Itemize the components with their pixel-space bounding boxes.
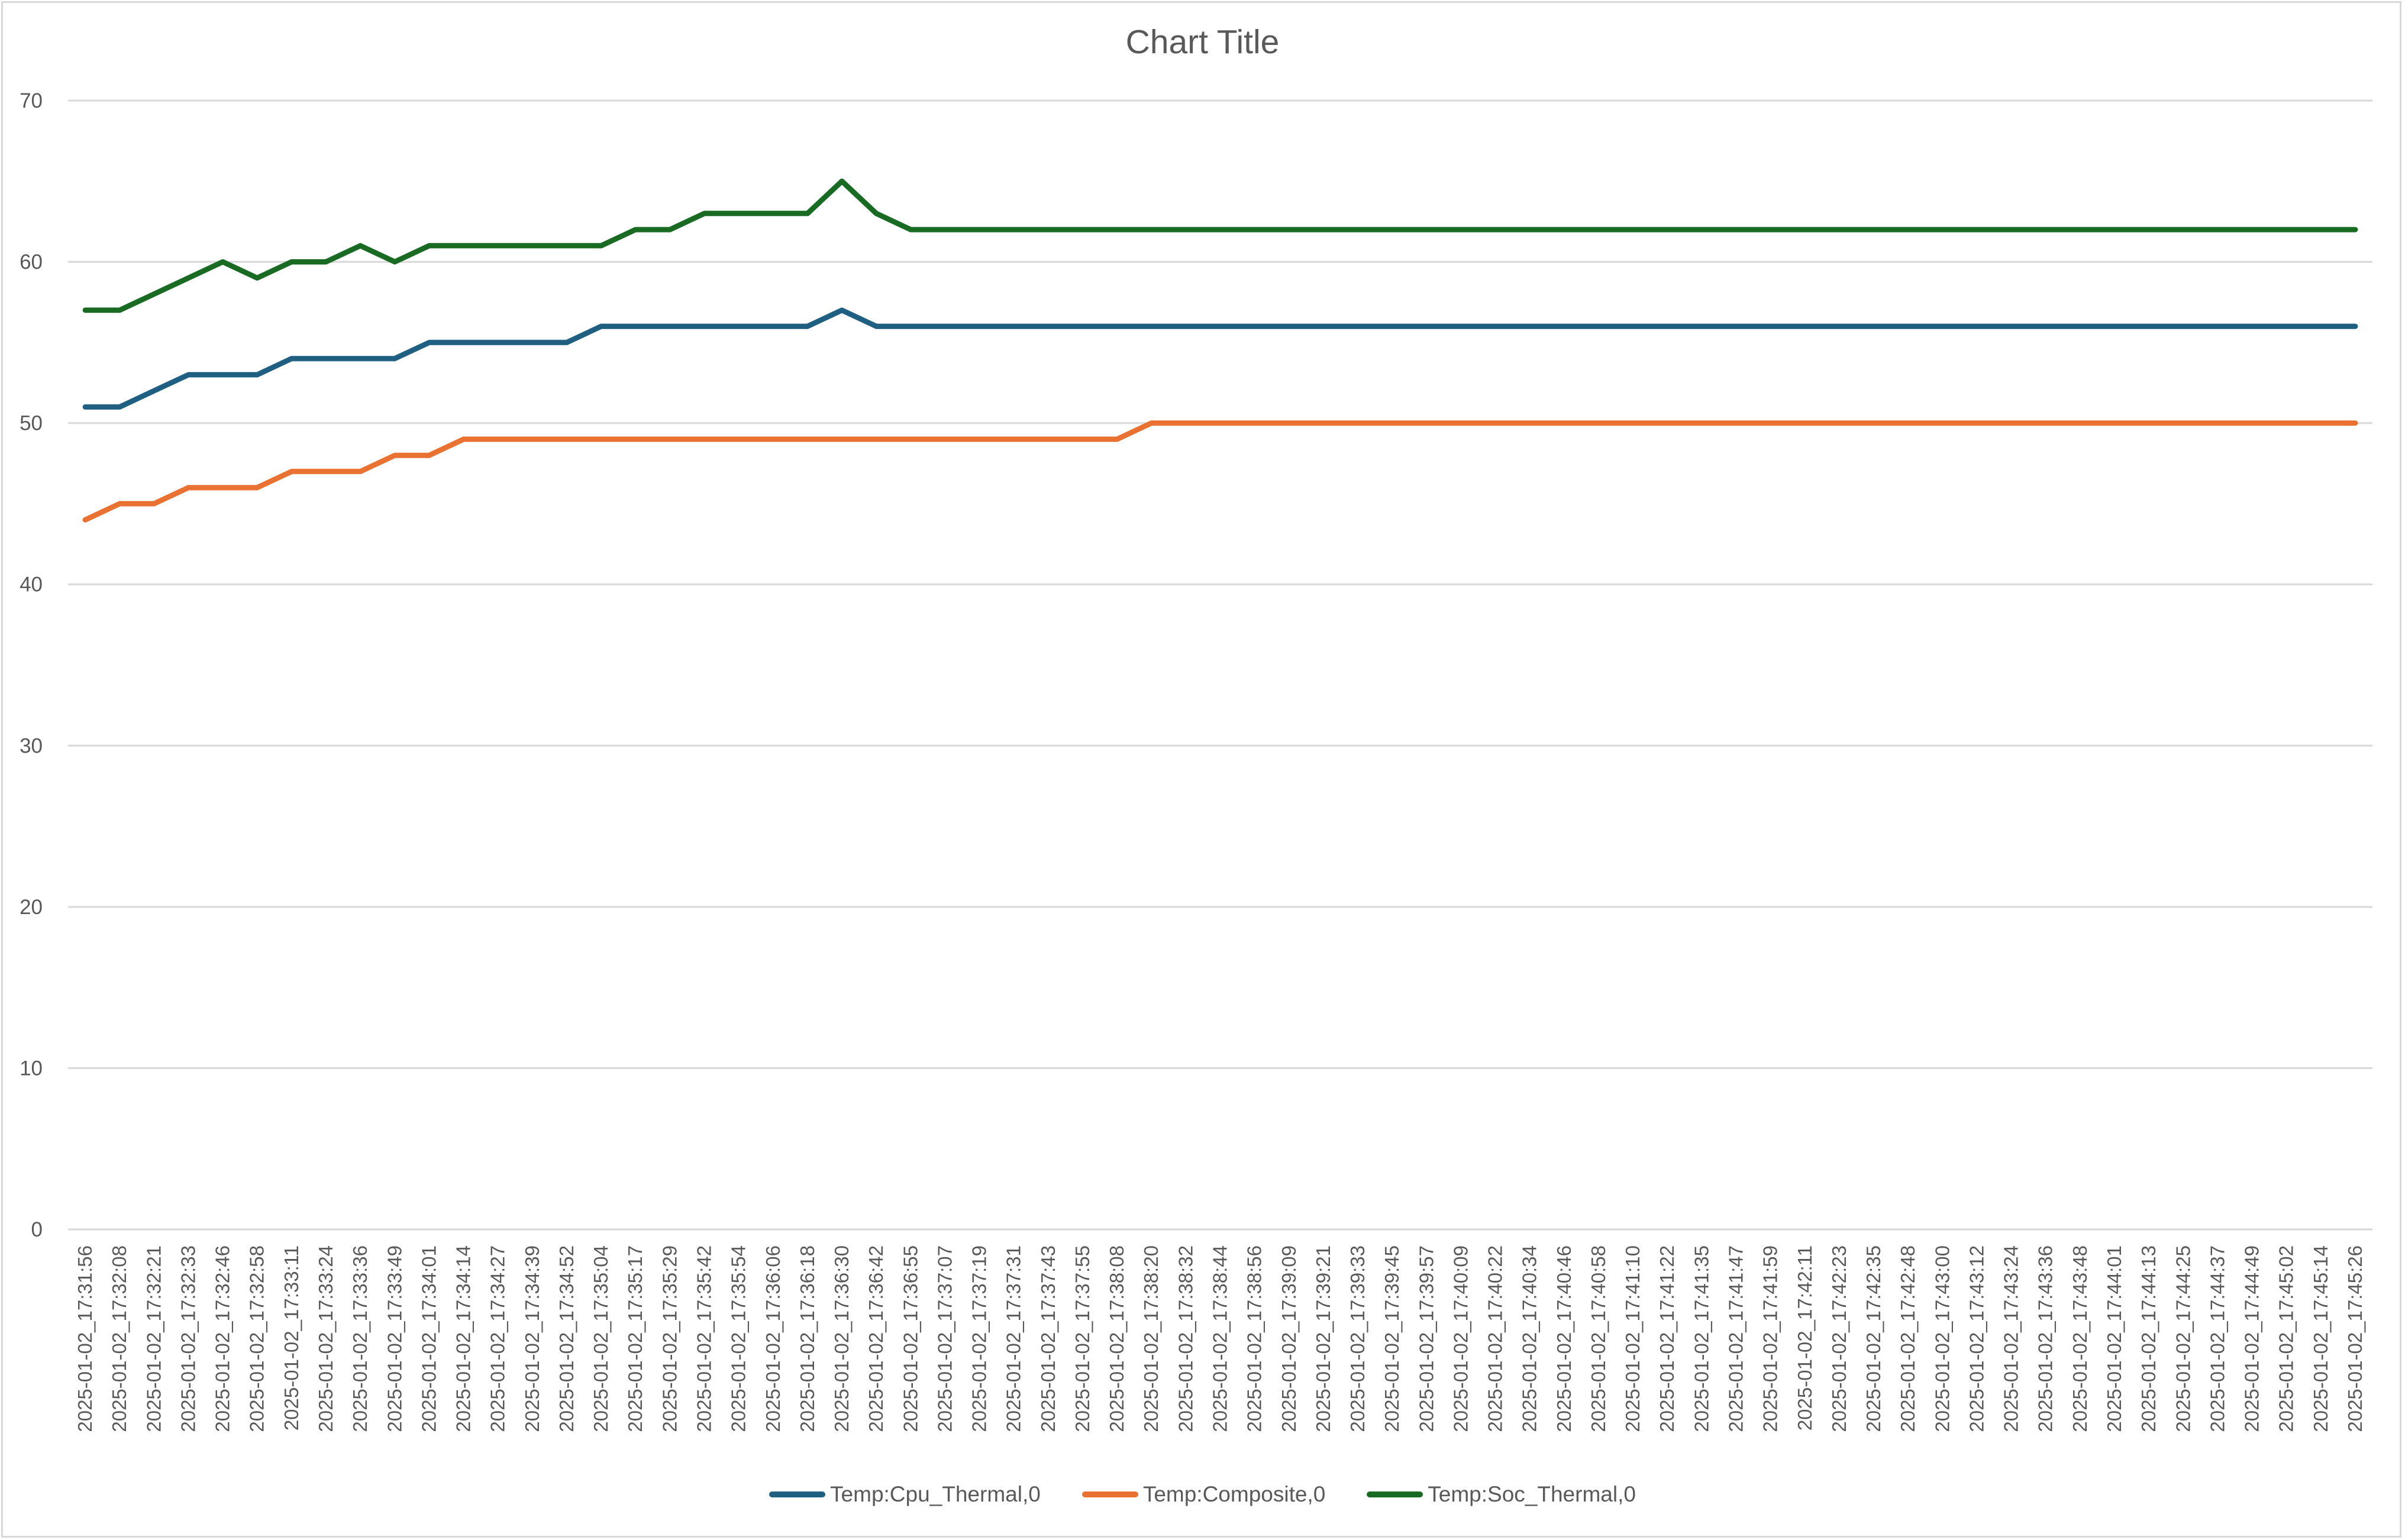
legend-label: Temp:Composite,0	[1142, 1482, 1326, 1506]
x-tick-label: 2025-01-02_17:38:08	[1106, 1245, 1128, 1432]
y-tick-label: 50	[20, 412, 43, 435]
x-tick-label: 2025-01-02_17:37:07	[934, 1245, 955, 1432]
y-tick-label: 60	[20, 251, 43, 274]
x-tick-label: 2025-01-02_17:39:45	[1381, 1245, 1403, 1432]
x-tick-label: 2025-01-02_17:40:46	[1553, 1245, 1575, 1432]
series-line-1	[82, 420, 2358, 523]
x-tick-label: 2025-01-02_17:32:46	[212, 1245, 234, 1432]
x-tick-label: 2025-01-02_17:37:31	[1003, 1245, 1025, 1432]
x-tick-label: 2025-01-02_17:44:49	[2241, 1245, 2263, 1432]
legend-swatch	[1367, 1491, 1423, 1497]
x-tick-label: 2025-01-02_17:43:48	[2069, 1245, 2091, 1432]
x-tick-label: 2025-01-02_17:40:22	[1484, 1245, 1506, 1432]
x-tick-label: 2025-01-02_17:42:23	[1828, 1245, 1850, 1432]
x-tick-label: 2025-01-02_17:41:10	[1622, 1245, 1644, 1432]
x-tick-label: 2025-01-02_17:36:42	[865, 1245, 887, 1432]
x-tick-label: 2025-01-02_17:45:02	[2275, 1245, 2297, 1432]
x-tick-label: 2025-01-02_17:44:01	[2103, 1245, 2125, 1432]
x-tick-label: 2025-01-02_17:34:27	[487, 1245, 509, 1432]
x-tick-label: 2025-01-02_17:40:34	[1519, 1245, 1541, 1432]
x-tick-label: 2025-01-02_17:42:11	[1794, 1245, 1816, 1431]
x-tick-label: 2025-01-02_17:45:14	[2310, 1245, 2332, 1432]
x-tick-label: 2025-01-02_17:39:09	[1278, 1245, 1300, 1432]
y-tick-label: 70	[20, 89, 43, 112]
x-tick-label: 2025-01-02_17:41:22	[1656, 1245, 1678, 1432]
x-tick-label: 2025-01-02_17:41:47	[1725, 1245, 1747, 1432]
x-tick-label: 2025-01-02_17:35:17	[624, 1245, 646, 1432]
x-tick-label: 2025-01-02_17:36:55	[899, 1245, 921, 1432]
x-tick-label: 2025-01-02_17:34:01	[418, 1245, 440, 1432]
x-tick-label: 2025-01-02_17:35:54	[728, 1245, 750, 1432]
x-tick-label: 2025-01-02_17:35:04	[590, 1245, 612, 1432]
series-lines	[82, 178, 2358, 523]
x-tick-label: 2025-01-02_17:37:43	[1037, 1245, 1059, 1432]
legend-label: Temp:Cpu_Thermal,0	[830, 1482, 1041, 1506]
x-tick-label: 2025-01-02_17:40:58	[1587, 1245, 1609, 1432]
x-tick-label: 2025-01-02_17:40:09	[1450, 1245, 1471, 1432]
x-tick-label: 2025-01-02_17:34:52	[556, 1245, 577, 1432]
x-tick-label: 2025-01-02_17:36:30	[831, 1245, 853, 1432]
x-tick-label: 2025-01-02_17:32:21	[143, 1245, 164, 1432]
x-tick-label: 2025-01-02_17:32:08	[108, 1245, 130, 1432]
x-tick-label: 2025-01-02_17:42:48	[1897, 1245, 1919, 1432]
x-tick-label: 2025-01-02_17:34:39	[521, 1245, 543, 1432]
x-tick-label: 2025-01-02_17:33:49	[383, 1245, 405, 1432]
x-tick-label: 2025-01-02_17:44:13	[2138, 1245, 2159, 1432]
x-tick-label: 2025-01-02_17:43:36	[2035, 1245, 2057, 1432]
y-tick-label: 30	[20, 734, 43, 757]
legend-label: Temp:Soc_Thermal,0	[1428, 1482, 1636, 1506]
y-tick-label: 10	[20, 1057, 43, 1080]
x-tick-label: 2025-01-02_17:35:29	[658, 1245, 680, 1432]
x-tick-label: 2025-01-02_17:43:00	[1931, 1245, 1953, 1432]
x-tick-label: 2025-01-02_17:35:42	[693, 1245, 715, 1432]
series-line-2	[82, 178, 2358, 313]
legend-item: Temp:Composite,0	[1082, 1482, 1325, 1507]
x-tick-label: 2025-01-02_17:41:59	[1760, 1245, 1781, 1432]
x-tick-label: 2025-01-02_17:34:14	[453, 1245, 474, 1432]
x-tick-label: 2025-01-02_17:32:58	[246, 1245, 268, 1432]
y-tick-label: 0	[31, 1218, 43, 1241]
x-tick-label: 2025-01-02_17:37:55	[1071, 1245, 1093, 1432]
x-tick-label: 2025-01-02_17:31:56	[74, 1245, 96, 1432]
x-tick-label: 2025-01-02_17:33:24	[315, 1245, 337, 1432]
y-tick-label: 20	[20, 896, 43, 919]
legend-item: Temp:Soc_Thermal,0	[1367, 1482, 1636, 1507]
legend-swatch	[769, 1491, 826, 1497]
x-tick-label: 2025-01-02_17:41:35	[1690, 1245, 1712, 1432]
x-tick-label: 2025-01-02_17:43:12	[1965, 1245, 1987, 1432]
x-tick-label: 2025-01-02_17:39:57	[1415, 1245, 1437, 1432]
x-tick-label: 2025-01-02_17:38:20	[1140, 1245, 1162, 1432]
y-tick-label: 40	[20, 573, 43, 596]
x-tick-label: 2025-01-02_17:44:25	[2172, 1245, 2194, 1432]
x-tick-label: 2025-01-02_17:38:32	[1174, 1245, 1196, 1432]
y-axis-ticks: 0 10 20 30 40 50 60 70	[20, 89, 43, 1241]
x-tick-label: 2025-01-02_17:45:26	[2344, 1245, 2366, 1432]
x-tick-label: 2025-01-02_17:36:06	[762, 1245, 784, 1432]
x-tick-label: 2025-01-02_17:33:36	[349, 1245, 371, 1432]
x-tick-label: 2025-01-02_17:39:21	[1312, 1245, 1334, 1432]
x-tick-label: 2025-01-02_17:42:35	[1862, 1245, 1884, 1432]
legend-item: Temp:Cpu_Thermal,0	[769, 1482, 1041, 1507]
x-axis-ticks: 2025-01-02_17:31:56 2025-01-02_17:32:08 20…	[74, 1245, 2366, 1432]
chart-title: Chart Title	[1125, 23, 1280, 61]
x-tick-label: 2025-01-02_17:38:56	[1244, 1245, 1266, 1432]
x-tick-label: 2025-01-02_17:36:18	[796, 1245, 818, 1432]
x-tick-label: 2025-01-02_17:33:11	[280, 1245, 302, 1431]
series-line-0	[82, 307, 2358, 410]
x-tick-label: 2025-01-02_17:39:33	[1347, 1245, 1368, 1432]
legend: Temp:Cpu_Thermal,0 Temp:Composite,0 Temp:S…	[0, 1482, 2405, 1507]
x-tick-label: 2025-01-02_17:32:33	[177, 1245, 199, 1432]
x-tick-label: 2025-01-02_17:38:44	[1209, 1245, 1231, 1432]
x-tick-label: 2025-01-02_17:44:37	[2206, 1245, 2228, 1432]
legend-swatch	[1082, 1491, 1138, 1497]
x-tick-label: 2025-01-02_17:43:24	[2000, 1245, 2022, 1432]
gridlines	[68, 99, 2372, 1231]
x-tick-label: 2025-01-02_17:37:19	[969, 1245, 990, 1432]
